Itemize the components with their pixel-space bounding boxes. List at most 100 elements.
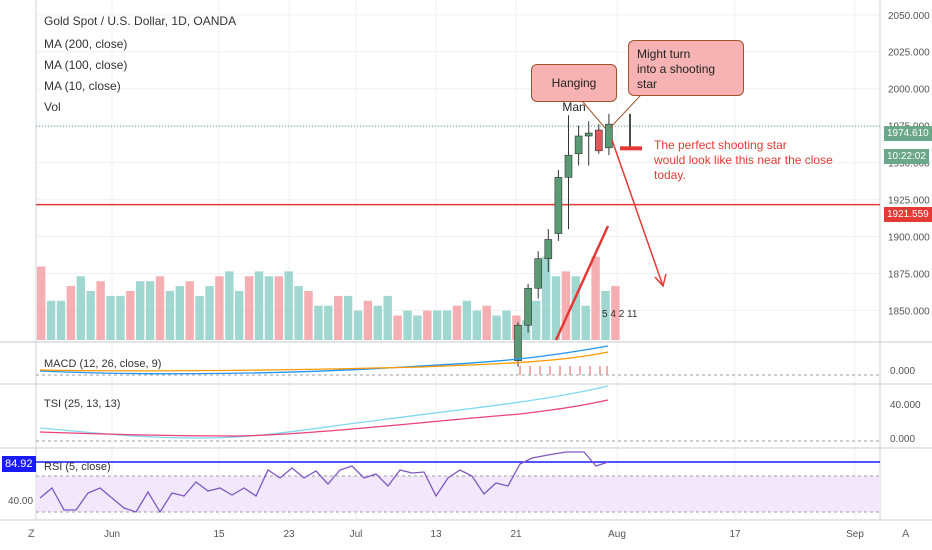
time-tick-3: Jul bbox=[350, 529, 363, 540]
projection-arrow bbox=[611, 139, 664, 287]
volume-bar-43 bbox=[462, 300, 472, 340]
time-tick-7: 17 bbox=[729, 529, 741, 540]
volume-bar-19 bbox=[225, 271, 234, 340]
volume-bar-49 bbox=[522, 320, 531, 340]
volume-bar-34 bbox=[373, 305, 382, 340]
volume-bar-1 bbox=[46, 300, 56, 340]
shooting-star-line-2: into a shooting star bbox=[637, 62, 716, 91]
event-badge-2[interactable]: 4 bbox=[610, 309, 616, 320]
price-tick-0: 2050.000 bbox=[888, 11, 930, 22]
candle-body-9 bbox=[605, 123, 613, 149]
time-tick-5: 21 bbox=[510, 529, 522, 540]
time-tick-1: 15 bbox=[213, 529, 225, 540]
volume-bar-8 bbox=[116, 295, 125, 340]
legend-ma200[interactable]: MA (200, close) bbox=[44, 37, 128, 51]
volume-bar-18 bbox=[215, 276, 224, 340]
volume-bar-6 bbox=[96, 281, 105, 340]
time-tick-4: 13 bbox=[430, 529, 442, 540]
volume-bar-13 bbox=[165, 291, 175, 340]
volume-bar-14 bbox=[175, 286, 184, 340]
volume-bar-52 bbox=[551, 276, 561, 340]
ideal-star-body bbox=[620, 146, 642, 151]
event-badges[interactable]: 5 4 2 11 bbox=[602, 309, 637, 320]
macd-label[interactable]: MACD (12, 26, close, 9) bbox=[44, 358, 162, 370]
price-tick-5: 1925.000 bbox=[888, 196, 930, 207]
price-tick-8: 1850.000 bbox=[888, 306, 930, 317]
tsi-line bbox=[39, 385, 609, 439]
event-badge-1[interactable]: 5 bbox=[602, 309, 608, 320]
shooting-star-callout[interactable]: Might turn into a shooting star bbox=[628, 40, 744, 96]
macd-tick-0: 0.000 bbox=[890, 366, 916, 377]
note-line-2: would look like this near the close bbox=[654, 153, 833, 167]
volume-bar-16 bbox=[195, 295, 204, 340]
volume-bar-42 bbox=[452, 305, 462, 340]
volume-bar-3 bbox=[66, 286, 76, 340]
moving-averages bbox=[554, 95, 667, 341]
tsi-tick-40: 40.000 bbox=[890, 400, 921, 411]
hanging-man-callout[interactable]: Hanging Man bbox=[531, 64, 617, 114]
corner-right[interactable]: A bbox=[902, 528, 910, 540]
volume-bar-27 bbox=[304, 291, 313, 340]
rsi-tick-40: 40.00 bbox=[8, 496, 34, 507]
volume-bar-55 bbox=[581, 305, 590, 340]
volume-bar-2 bbox=[56, 300, 66, 340]
volume-bar-47 bbox=[502, 310, 511, 340]
volume-bar-12 bbox=[155, 276, 165, 340]
volume-bar-31 bbox=[343, 295, 353, 340]
corner-left[interactable]: Z bbox=[28, 528, 35, 540]
volume-bar-46 bbox=[492, 315, 501, 340]
shooting-star-note: The perfect shooting star would look lik… bbox=[654, 138, 833, 183]
volume-bar-51 bbox=[541, 256, 551, 340]
volume-bar-17 bbox=[205, 286, 214, 340]
tsi-label[interactable]: TSI (25, 13, 13) bbox=[44, 398, 121, 410]
candle-body-7 bbox=[584, 132, 593, 137]
price-tick-1: 2025.000 bbox=[888, 48, 930, 59]
note-line-3: today. bbox=[654, 168, 686, 182]
tsi-tick-0: 0.000 bbox=[890, 434, 916, 445]
rsi-value-label: 84.92 bbox=[2, 456, 36, 472]
volume-bar-58 bbox=[611, 286, 620, 340]
volume-bar-15 bbox=[185, 281, 194, 340]
time-tick-8: Sep bbox=[846, 529, 864, 540]
volume-bar-56 bbox=[591, 256, 600, 340]
legend-ma100[interactable]: MA (100, close) bbox=[44, 58, 128, 72]
volume-bar-40 bbox=[433, 310, 442, 340]
volume-bar-54 bbox=[571, 276, 580, 340]
legend-vol[interactable]: Vol bbox=[44, 100, 61, 114]
volume-bar-20 bbox=[235, 291, 244, 340]
volume-bar-32 bbox=[353, 310, 363, 340]
time-axis: Jun 15 23 Jul 13 21 Aug 17 Sep bbox=[104, 529, 864, 540]
volume-bar-26 bbox=[294, 286, 303, 340]
volume-bar-53 bbox=[561, 271, 571, 340]
hanging-man-text: Hanging Man bbox=[551, 76, 597, 114]
volume-bar-33 bbox=[363, 300, 373, 340]
candles bbox=[514, 113, 642, 367]
event-badge-3[interactable]: 2 bbox=[618, 309, 625, 320]
volume-bar-28 bbox=[314, 305, 323, 340]
event-badge-4[interactable]: 11 bbox=[627, 309, 638, 320]
rsi-label[interactable]: RSI (5, close) bbox=[44, 461, 111, 473]
rsi-band bbox=[36, 476, 880, 512]
candle-body-3 bbox=[544, 239, 553, 259]
volume-bar-24 bbox=[274, 276, 283, 340]
countdown-label: 10:22:02 bbox=[884, 149, 929, 164]
price-tick-7: 1875.000 bbox=[888, 269, 930, 280]
legend-ma10[interactable]: MA (10, close) bbox=[44, 79, 121, 93]
candle-body-4 bbox=[554, 177, 563, 234]
hanging-man-pointer bbox=[582, 101, 606, 129]
volume-bar-50 bbox=[532, 300, 541, 340]
volume-bar-39 bbox=[423, 310, 432, 340]
price-tick-6: 1900.000 bbox=[888, 233, 930, 244]
shooting-star-line-1: Might turn bbox=[637, 47, 691, 61]
price-axis: 2050.0002025.0002000.0001975.0001950.000… bbox=[888, 11, 930, 318]
volume-bar-23 bbox=[264, 276, 274, 340]
support-price-label: 1921.559 bbox=[884, 207, 932, 222]
volume-bar-7 bbox=[106, 295, 115, 340]
volume-bar-10 bbox=[136, 281, 145, 340]
volume-bar-57 bbox=[601, 291, 610, 340]
projection-arrowhead bbox=[654, 273, 667, 288]
volume-bar-11 bbox=[145, 281, 155, 340]
volume-bar-5 bbox=[86, 291, 95, 340]
candle-body-5 bbox=[564, 154, 573, 178]
